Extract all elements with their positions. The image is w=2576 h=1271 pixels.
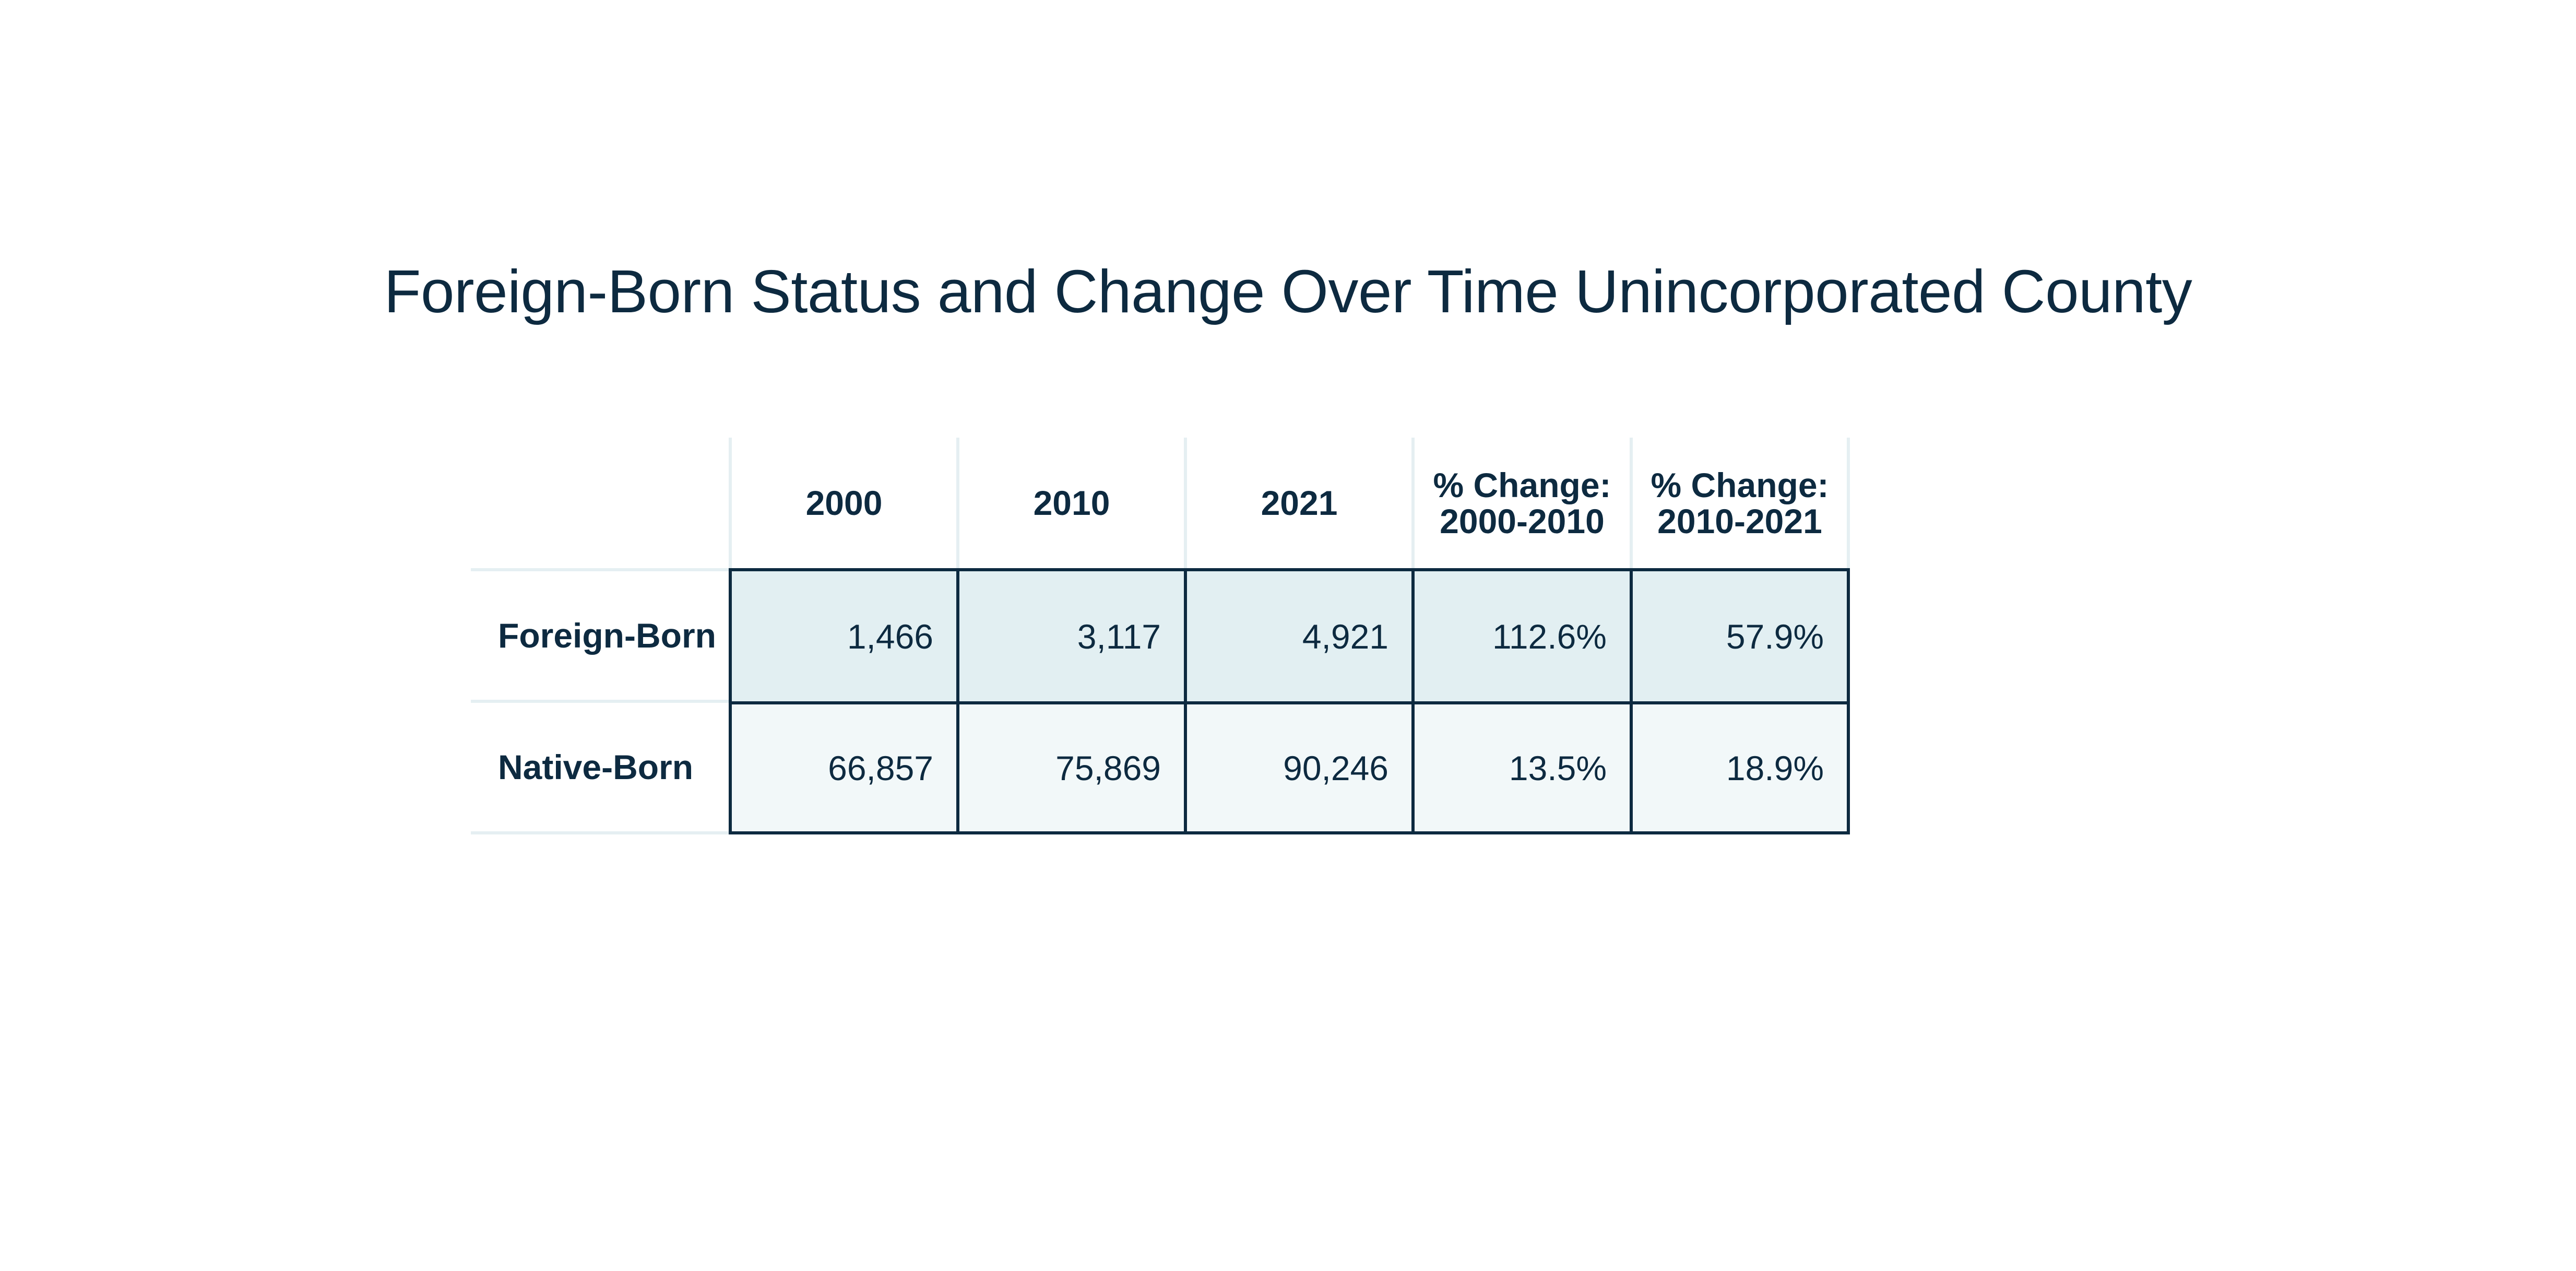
- header-divider: [1184, 438, 1187, 569]
- page-title: Foreign-Born Status and Change Over Time…: [384, 257, 2192, 325]
- column-header-line2: 2000-2010: [1440, 502, 1605, 540]
- column-header-line2: 2010-2021: [1657, 502, 1822, 540]
- column-header-line1: % Change:: [1433, 465, 1611, 504]
- data-grid: 1,466 3,117 4,921 112.6% 57.9% 66,857 75…: [729, 568, 1850, 834]
- table-row-foreign-born: 1,466 3,117 4,921 112.6% 57.9%: [732, 571, 1847, 701]
- header-divider: [1630, 438, 1633, 569]
- column-header-line1: 2021: [1261, 484, 1338, 523]
- column-header-change-2010-2021: % Change: 2010-2021: [1633, 438, 1847, 569]
- column-header-2021: 2021: [1187, 438, 1411, 569]
- row-label-native-born: Native-Born: [498, 748, 694, 786]
- column-header-line1: % Change:: [1651, 465, 1829, 504]
- table-cell: 3,117: [959, 571, 1187, 701]
- table-cell: 66,857: [732, 704, 959, 831]
- table-cell: 90,246: [1187, 704, 1415, 831]
- table-cell: 13.5%: [1415, 704, 1633, 831]
- foreign-born-table: 2000 2010 2021 % Change: 2000-2010 % Cha…: [471, 438, 1850, 834]
- table-cell: 75,869: [959, 704, 1187, 831]
- table-cell: 18.9%: [1726, 748, 1824, 787]
- table-cell: 1,466: [732, 571, 959, 701]
- table-row-native-born: 66,857 75,869 90,246 13.5% 18.9%: [732, 701, 1847, 831]
- column-header-2000: 2000: [732, 438, 956, 569]
- header-divider: [1847, 438, 1850, 569]
- column-header-line1: 2000: [805, 484, 883, 523]
- column-header-change-2000-2010: % Change: 2000-2010: [1415, 438, 1630, 569]
- column-header-2010: 2010: [959, 438, 1184, 569]
- row-rule: [471, 700, 731, 703]
- row-label-foreign-born: Foreign-Born: [498, 616, 716, 655]
- header-divider: [729, 438, 732, 569]
- row-rule: [471, 568, 731, 571]
- header-divider: [956, 438, 959, 569]
- column-header-line1: 2010: [1033, 484, 1110, 523]
- row-rule: [471, 831, 731, 834]
- header-divider: [1411, 438, 1415, 569]
- table-cell: 57.9%: [1726, 617, 1824, 656]
- table-cell: 112.6%: [1415, 571, 1633, 701]
- table-cell: 4,921: [1187, 571, 1415, 701]
